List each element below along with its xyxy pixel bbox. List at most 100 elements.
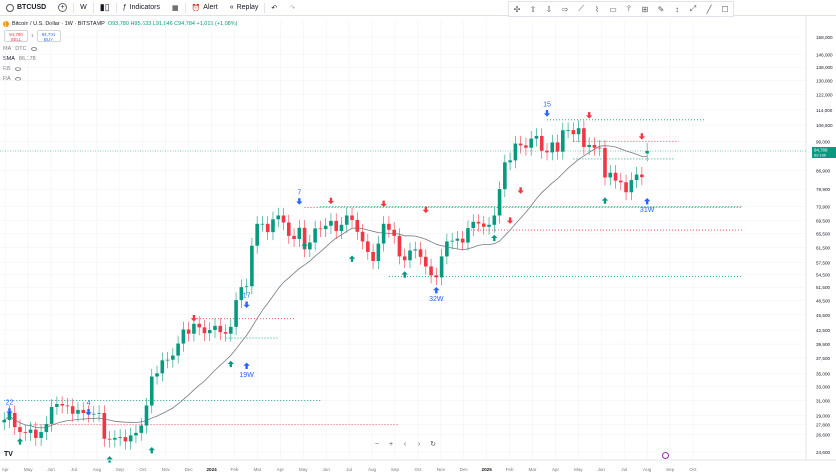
divider	[184, 2, 186, 13]
sell-signal-arrow-icon	[380, 200, 387, 208]
path-tool-icon[interactable]: ⌇	[595, 4, 599, 14]
eye-icon[interactable]	[14, 77, 21, 81]
candle-body	[355, 219, 360, 232]
candle-body	[529, 138, 533, 148]
candle-body	[155, 373, 159, 377]
rewind-icon: «	[229, 4, 234, 11]
candle-body	[597, 147, 602, 149]
candle-body	[229, 326, 233, 334]
chart-type-button[interactable]: ▮▯	[94, 0, 116, 16]
price-tick-label: 138,000	[816, 65, 833, 70]
scroll-left-icon[interactable]: ‹	[403, 441, 407, 448]
line-tool-icon[interactable]: ╱	[706, 4, 712, 14]
candle-body	[434, 275, 439, 278]
candle-body	[181, 329, 186, 344]
candle-body	[271, 219, 275, 233]
candle-body	[508, 160, 512, 163]
indicator-name: MA	[3, 46, 12, 52]
candle-body	[587, 144, 591, 148]
candle-body	[429, 266, 433, 276]
undo-button[interactable]: ↶	[265, 0, 283, 16]
frame-tool-icon[interactable]: ☐	[721, 4, 729, 14]
time-tick-label: Sep	[666, 467, 675, 472]
indicators-button[interactable]: ƒ Indicators	[117, 0, 166, 16]
eye-icon[interactable]	[30, 47, 37, 51]
candle-body	[576, 128, 581, 135]
candle-body	[97, 412, 101, 414]
arrow-up-tool-icon[interactable]: ⇧	[529, 4, 537, 14]
buy-signal-arrow-icon	[106, 456, 113, 463]
arrow-mark-tool-icon[interactable]: ⇨	[561, 4, 569, 14]
indicator-row-2[interactable]: SMA 86,178	[3, 56, 36, 62]
pivot-count-label: 15	[543, 101, 551, 108]
alarm-clock-icon: ⏰	[191, 4, 201, 12]
candle-body	[445, 241, 449, 257]
vertical-line-tool-icon[interactable]: ⫯	[627, 4, 631, 13]
candle-body	[592, 144, 597, 148]
candle-body	[39, 432, 43, 438]
symbol-label: BTCUSD	[17, 4, 47, 11]
candle-body	[244, 286, 249, 288]
indicator-row-3[interactable]: RB	[3, 66, 21, 72]
indicator-row-4[interactable]: RA	[3, 76, 21, 82]
indicators-label: Indicators	[129, 4, 160, 11]
ray-tool-icon[interactable]: ⤢	[689, 4, 697, 13]
note-tool-icon[interactable]: ✎	[657, 4, 665, 14]
price-tick-label: 86,900	[816, 168, 830, 173]
buy-label: BUY	[43, 37, 54, 42]
candle-body	[381, 223, 386, 244]
currency-flag-icon[interactable]: $	[806, 19, 816, 27]
candle-body	[624, 182, 628, 193]
arrow-down-tool-icon[interactable]: ⇩	[545, 4, 553, 14]
pivot-count-label: 19W	[239, 372, 254, 379]
price-range-tool-icon[interactable]: ↕	[675, 4, 679, 14]
candle-body	[70, 406, 75, 414]
candles-icon: ▮▯	[99, 2, 110, 12]
candle-body	[492, 215, 497, 225]
time-tick-label: May	[24, 467, 33, 472]
trend-line-tool-icon[interactable]: ⟋	[578, 4, 584, 13]
indicator-row-1[interactable]: MA DTC	[3, 46, 37, 52]
time-tick-label: Jul	[346, 467, 352, 472]
replay-button[interactable]: « Replay	[224, 0, 265, 16]
last-price-label: 94,789	[814, 148, 828, 153]
layouts-button[interactable]: ▦	[166, 0, 185, 16]
price-tick-label: 146,000	[816, 53, 833, 58]
candle-body	[123, 437, 128, 442]
candle-body	[171, 355, 175, 360]
pivot-marker-icon	[243, 301, 250, 308]
sell-button[interactable]: 94,790 SELL	[4, 30, 28, 42]
alert-button[interactable]: ⏰ Alert	[186, 0, 224, 16]
candle-body	[640, 174, 644, 178]
candle-body	[197, 323, 201, 328]
zoom-out-icon[interactable]: −	[374, 441, 380, 448]
buy-button[interactable]: 94,791 BUY	[36, 30, 61, 42]
candle-body	[218, 325, 223, 333]
reset-chart-icon[interactable]: ↻	[430, 441, 436, 448]
candle-body	[281, 215, 286, 223]
zoom-in-icon[interactable]: +	[388, 441, 394, 448]
eye-icon[interactable]	[14, 67, 21, 71]
scroll-right-icon[interactable]: ›	[417, 441, 421, 448]
time-tick-label: Oct	[689, 467, 697, 472]
rectangle-tool-icon[interactable]: ▭	[609, 4, 617, 14]
compare-button[interactable]: +	[52, 0, 73, 16]
spread-value: 1	[31, 33, 34, 38]
redo-button[interactable]: ↷	[283, 0, 301, 16]
long-position-tool-icon[interactable]: ⊞	[641, 4, 649, 14]
indicator-value: DTC	[15, 46, 27, 52]
cursor-tool-icon[interactable]: ✣	[513, 4, 521, 14]
layout-grid-icon: ▦	[171, 4, 179, 12]
time-tick-label: May	[574, 467, 583, 472]
candle-body	[86, 412, 91, 415]
pivot-marker-icon	[296, 198, 303, 205]
settings-icon[interactable]	[662, 452, 669, 459]
price-tick-label: 79,900	[816, 187, 830, 192]
interval-button[interactable]: W	[74, 0, 93, 16]
time-tick-label: Apr	[277, 467, 285, 472]
candle-body	[360, 231, 365, 242]
symbol-search[interactable]: BTCUSD	[0, 0, 52, 16]
pivot-marker-icon	[85, 409, 92, 416]
candle-body	[202, 327, 207, 334]
